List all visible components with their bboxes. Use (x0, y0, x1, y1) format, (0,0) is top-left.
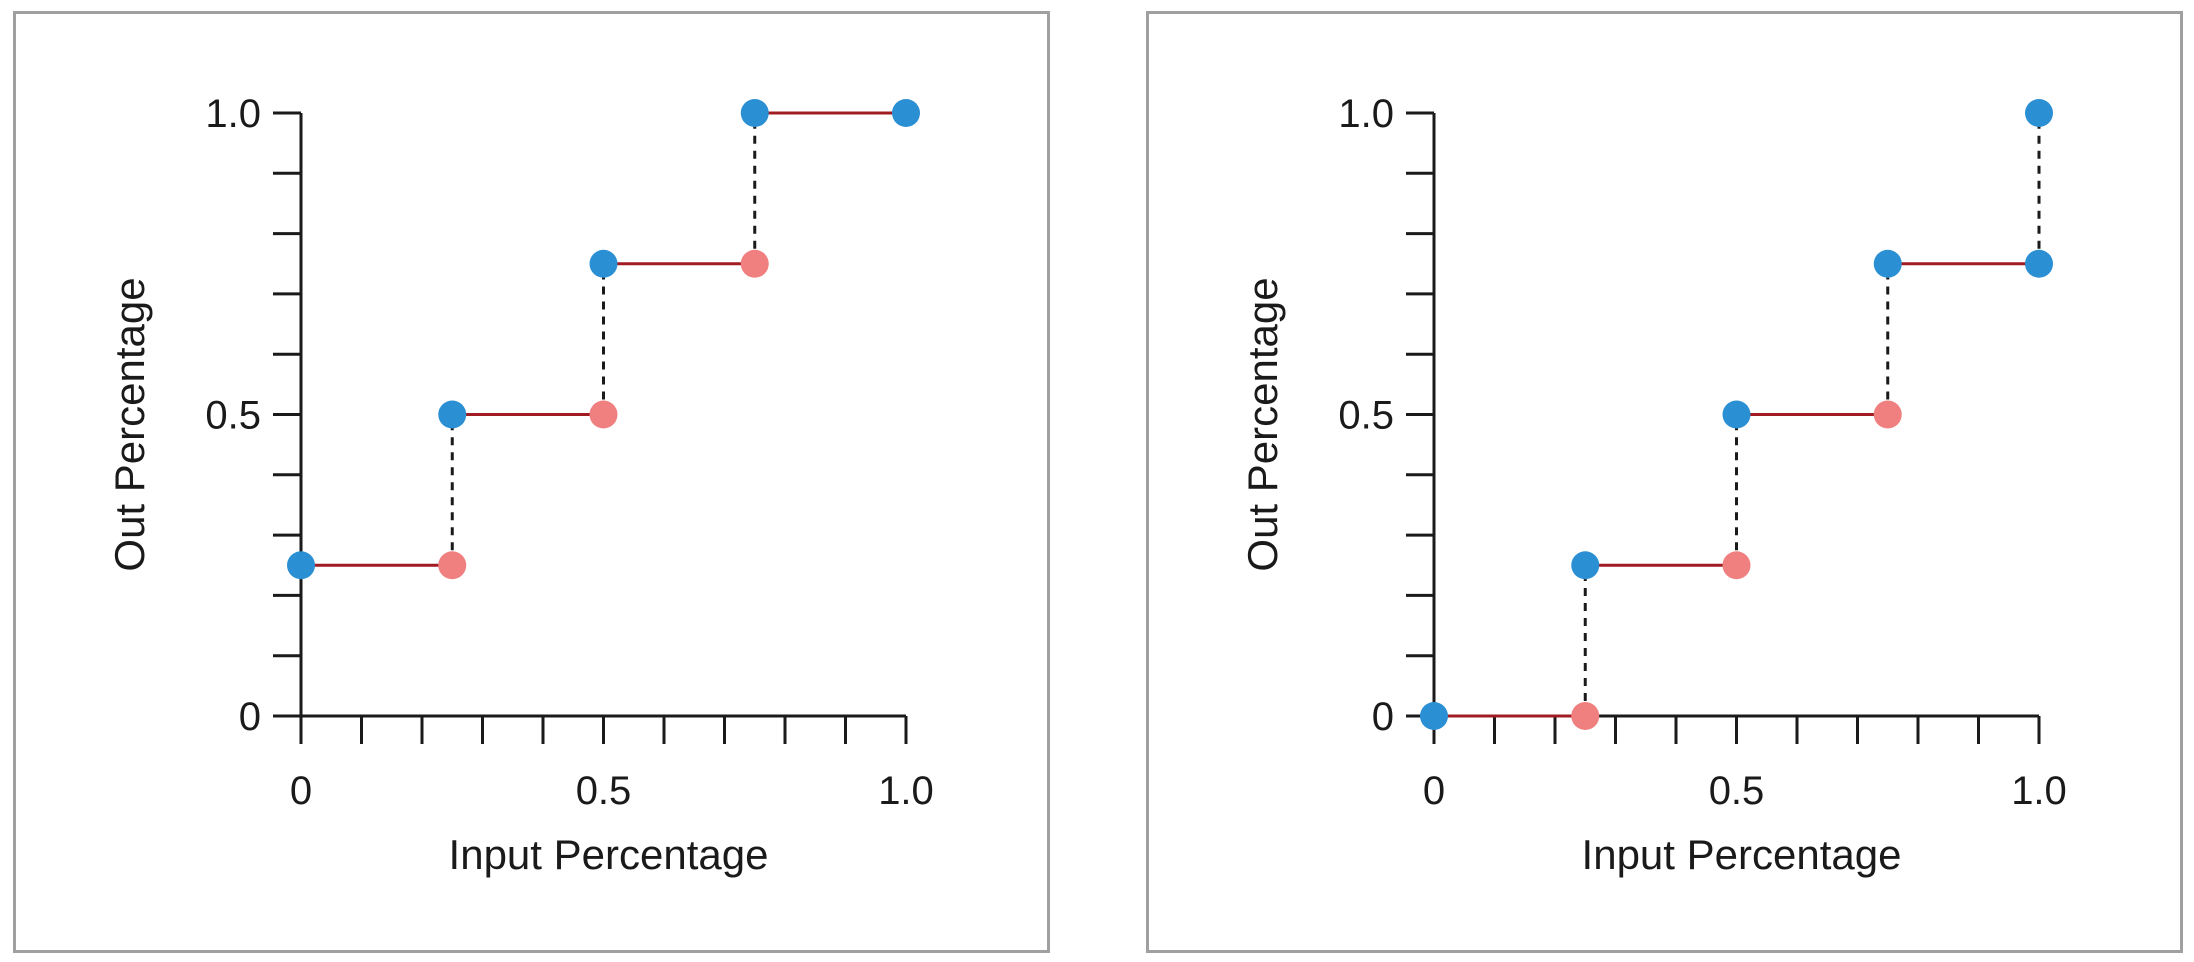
closed-point (2025, 99, 2053, 127)
x-tick-label: 1.0 (878, 769, 934, 813)
x-tick-label: 0 (290, 769, 312, 813)
closed-point (1420, 702, 1448, 730)
x-tick-label: 0.5 (1709, 769, 1765, 813)
chart-panel-right: 0 0.5 1.0 0 0.5 1.0 Input Percentage Out Percen… (1146, 11, 2183, 953)
closed-point (892, 99, 920, 127)
closed-point (1873, 249, 1902, 278)
y-axis-title: Out Percentage (1239, 277, 1286, 571)
open-point (740, 249, 769, 278)
x-tick-label: 1.0 (2011, 769, 2067, 813)
open-point (1873, 400, 1902, 429)
closed-point (1571, 551, 1600, 580)
step-chart-left: 0 0.5 1.0 0 0.5 1.0 Input Percentage Out Percen… (106, 92, 934, 878)
closed-point (589, 249, 618, 278)
y-tick-label: 0.5 (205, 394, 261, 438)
open-point (1571, 702, 1600, 730)
step-chart-right: 0 0.5 1.0 0 0.5 1.0 Input Percentage Out Percen… (1239, 92, 2067, 878)
closed-point (1722, 400, 1751, 429)
open-point (589, 400, 618, 429)
x-axis-title: Input Percentage (449, 831, 769, 878)
y-tick-label: 0.5 (1338, 394, 1394, 438)
open-point (438, 551, 467, 580)
y-tick-label: 1.0 (1338, 92, 1394, 136)
open-point (1722, 551, 1751, 580)
y-axis-title: Out Percentage (106, 277, 153, 571)
x-axis-title: Input Percentage (1582, 831, 1902, 878)
y-tick-label: 0 (1372, 695, 1394, 739)
y-tick-label: 0 (239, 695, 261, 739)
closed-point (438, 400, 467, 429)
y-tick-label: 1.0 (205, 92, 261, 136)
chart-panel-left: 0 0.5 1.0 0 0.5 1.0 Input Percentage Out Percen… (13, 11, 1050, 953)
x-tick-label: 0 (1423, 769, 1445, 813)
closed-point (740, 99, 769, 127)
x-tick-label: 0.5 (576, 769, 632, 813)
closed-point (2025, 249, 2053, 278)
closed-point (287, 551, 315, 580)
